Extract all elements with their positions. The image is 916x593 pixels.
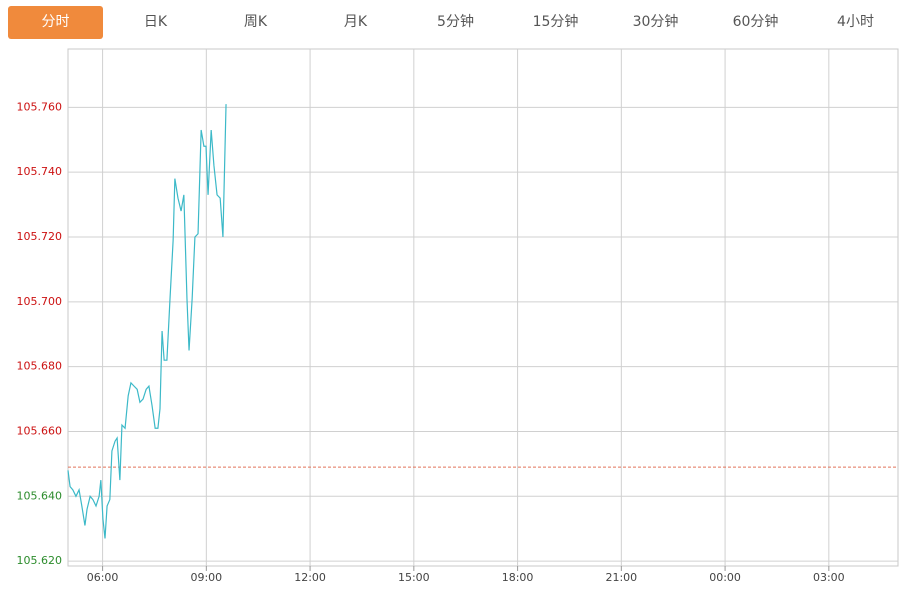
x-tick-label: 15:00 xyxy=(398,571,430,584)
price-line xyxy=(67,104,227,539)
x-tick-label: 21:00 xyxy=(605,571,637,584)
y-tick-label: 105.740 xyxy=(17,165,63,178)
x-tick-label: 00:00 xyxy=(709,571,741,584)
y-tick-label: 105.640 xyxy=(17,489,63,502)
tab[interactable]: 日K xyxy=(143,14,168,30)
x-tick-label: 03:00 xyxy=(813,571,845,584)
tab[interactable]: 15分钟 xyxy=(532,14,579,30)
tab[interactable]: 分时 xyxy=(8,6,103,39)
x-tick-label: 06:00 xyxy=(87,571,119,584)
tab-bar: 分时 日K 周K 月K 5分钟 15分钟 30分钟 60分钟 4小时 xyxy=(8,6,908,39)
tab[interactable]: 4小时 xyxy=(837,14,874,30)
y-tick-label: 105.700 xyxy=(17,295,63,308)
tab[interactable]: 60分钟 xyxy=(732,14,779,30)
y-tick-label: 105.680 xyxy=(17,360,63,373)
tab[interactable]: 5分钟 xyxy=(437,14,474,30)
tab[interactable]: 月K xyxy=(343,14,368,30)
x-tick-label: 18:00 xyxy=(502,571,534,584)
tab[interactable]: 周K xyxy=(243,14,268,30)
tab[interactable]: 30分钟 xyxy=(632,14,679,30)
x-tick-label: 12:00 xyxy=(294,571,326,584)
y-tick-label: 105.620 xyxy=(17,554,63,567)
x-tick-label: 09:00 xyxy=(190,571,222,584)
plot-border xyxy=(67,48,899,567)
y-tick-label: 105.660 xyxy=(17,424,63,437)
y-tick-label: 105.720 xyxy=(17,230,63,243)
y-tick-label: 105.760 xyxy=(17,100,63,113)
